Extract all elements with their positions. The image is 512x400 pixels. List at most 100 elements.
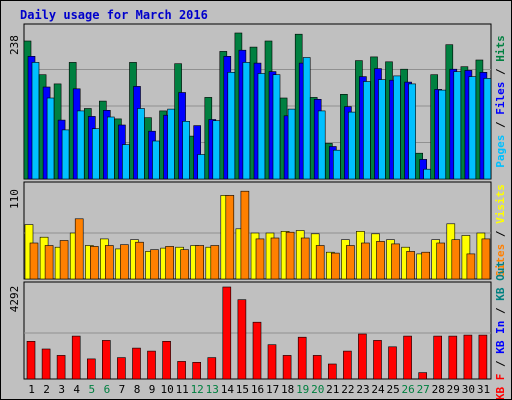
bar-sites-day-7 [120,244,129,280]
bar-kb-f-day-26 [403,335,412,380]
chart-title: Daily usage for March 2016 [20,8,208,22]
bar-pages-day-30 [468,76,477,180]
bar-pages-day-14 [227,72,236,180]
bar-kb-f-day-22 [343,350,352,380]
bar-pages-day-18 [287,108,296,180]
bar-kb-f-day-24 [373,340,382,380]
bar-kb-f-day-20 [312,355,322,380]
bar-kb-f-day-28 [433,335,443,380]
x-tick-label-day-25: 25 [386,383,399,396]
sites-visits-legend: Sites / Visits [494,184,507,277]
bar-pages-day-13 [212,120,221,180]
bar-kb-f-day-12 [192,361,201,380]
bar-kb-f-day-2 [41,348,51,380]
x-tick-label-day-6: 6 [104,383,111,396]
bar-sites-day-27 [421,251,431,280]
bar-pages-day-25 [393,75,401,180]
bar-sites-day-17 [270,237,280,280]
pages-files-hits-legend: Pages / Files / Hits [494,35,507,168]
bar-sites-day-9 [150,249,159,280]
x-tick-label-day-19: 19 [296,383,309,396]
bar-kb-f-day-15 [237,299,247,380]
bar-kb-f-day-9 [147,350,156,380]
bar-kb-f-day-19 [297,336,307,380]
bar-kb-f-day-23 [358,333,367,380]
bar-pages-day-16 [257,73,266,180]
bar-sites-day-16 [255,238,265,280]
x-tick-label-day-22: 22 [341,383,354,396]
x-tick-label-day-28: 28 [432,383,445,396]
x-tick-label-day-23: 23 [356,383,369,396]
bar-pages-day-19 [302,57,311,180]
bar-kb-f-day-25 [388,346,397,380]
bar-pages-day-26 [408,83,416,180]
bar-kb-f-day-31 [478,334,488,380]
bar-sites-day-26 [406,251,415,280]
bar-sites-day-21 [330,252,340,280]
bar-sites-day-24 [376,241,385,280]
x-tick-label-day-8: 8 [134,383,141,396]
bar-sites-day-10 [165,246,174,280]
bar-pages-day-29 [453,71,462,180]
bar-sites-day-3 [59,240,69,280]
bar-pages-day-6 [107,116,115,180]
x-tick-label-day-10: 10 [160,383,173,396]
x-tick-label-day-4: 4 [73,383,80,396]
bar-kb-f-day-21 [327,363,337,380]
bar-pages-day-10 [167,108,175,180]
bar-kb-f-day-16 [252,321,262,380]
x-tick-label-day-17: 17 [266,383,279,396]
bar-pages-day-8 [137,108,145,180]
x-tick-label-day-27: 27 [417,383,430,396]
bar-sites-day-2 [44,245,54,280]
bar-pages-day-12 [197,154,205,180]
bar-files-day-12 [193,125,201,180]
bar-kb-f-day-29 [448,335,458,380]
bar-pages-day-4 [76,110,85,180]
x-tick-label-day-3: 3 [58,383,65,396]
x-tick-label-day-30: 30 [462,383,475,396]
bar-kb-f-day-30 [463,334,473,380]
bar-kb-f-day-17 [267,344,277,380]
bar-pages-day-15 [242,62,251,180]
pages-files-hits-max-label: 238 [8,35,21,55]
bar-pages-day-1 [31,62,40,180]
x-tick-label-day-21: 21 [326,383,339,396]
bar-kb-f-day-3 [56,355,66,380]
bar-pages-day-17 [272,74,281,180]
x-tick-label-day-11: 11 [176,383,189,396]
bar-kb-f-day-14 [222,286,232,380]
bar-sites-day-11 [180,249,189,280]
bar-sites-day-14 [225,195,235,280]
x-tick-label-day-5: 5 [88,383,95,396]
bar-pages-day-31 [483,78,492,180]
bar-sites-day-12 [195,245,204,280]
bar-sites-day-4 [74,218,84,280]
x-tick-label-day-2: 2 [43,383,50,396]
bar-pages-day-27 [423,168,432,180]
x-tick-label-day-7: 7 [119,383,126,396]
bar-kb-f-day-13 [207,357,217,380]
bar-kb-f-day-5 [87,358,96,380]
bar-pages-day-21 [332,149,341,180]
bar-kb-f-day-18 [282,355,292,380]
x-tick-label-day-24: 24 [371,383,385,396]
bar-sites-day-23 [361,242,370,280]
x-tick-label-day-16: 16 [251,383,264,396]
bar-kb-f-day-1 [26,340,36,380]
bar-sites-day-18 [285,231,295,280]
x-tick-label-day-31: 31 [477,383,490,396]
x-tick-label-day-14: 14 [221,383,235,396]
bar-sites-day-25 [391,243,400,280]
x-tick-label-day-20: 20 [311,383,324,396]
bar-kb-f-day-27 [418,372,428,380]
x-tick-label-day-26: 26 [401,383,414,396]
bar-sites-day-19 [300,237,310,280]
bar-pages-day-24 [378,79,386,180]
x-tick-label-day-12: 12 [191,383,204,396]
bar-sites-day-31 [481,238,491,280]
bar-pages-day-23 [363,81,371,180]
bar-pages-day-5 [92,128,100,180]
